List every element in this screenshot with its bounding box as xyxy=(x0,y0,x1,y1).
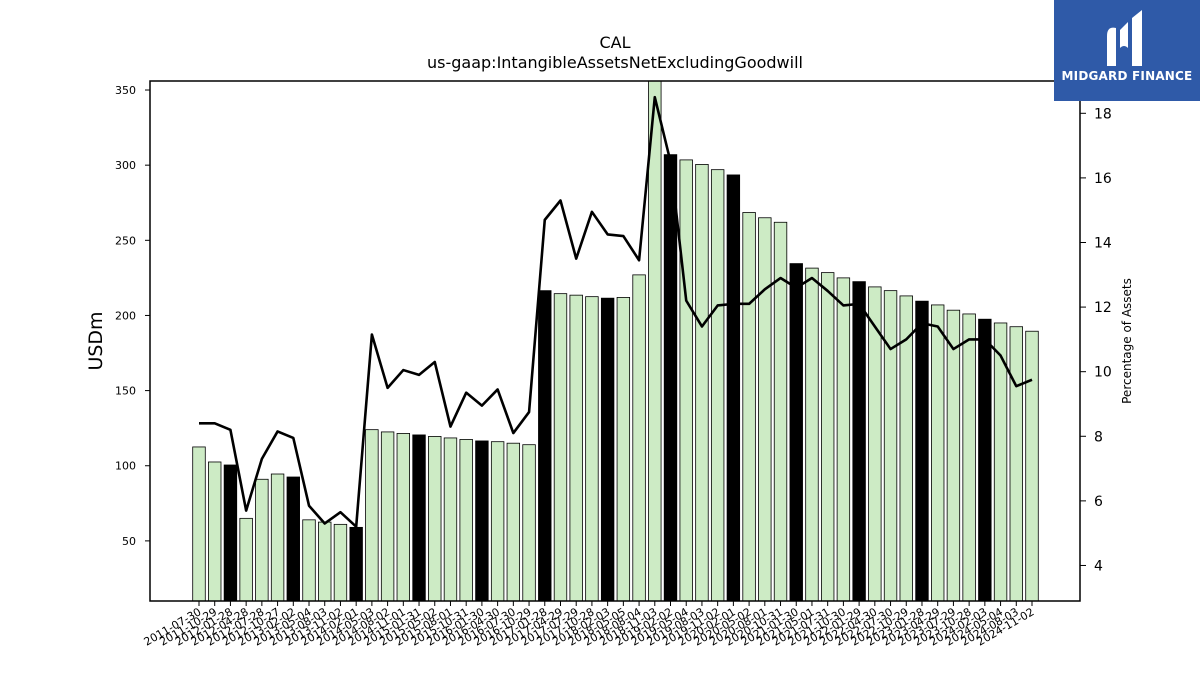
midgard-m-logo-icon xyxy=(1107,10,1142,66)
bar-2018-05-05 xyxy=(616,297,631,602)
bar-2015-08-01 xyxy=(443,437,458,602)
bar-2024-11-02 xyxy=(1025,330,1039,602)
bar-2019-02-02 xyxy=(663,154,678,602)
bar-2015-01-31 xyxy=(412,434,426,602)
bar-2023-07-29 xyxy=(946,309,961,602)
y-axis-label: USDm xyxy=(85,311,107,370)
bar-2012-07-28 xyxy=(255,478,269,602)
bar-2020-08-01 xyxy=(758,217,772,602)
bar-2021-07-31 xyxy=(820,272,835,602)
bar-2016-07-30 xyxy=(506,442,521,602)
y-tick-label: 250 xyxy=(115,234,136,247)
chart-subtitle: us-gaap:IntangibleAssetsNetExcludingGood… xyxy=(427,53,803,72)
bar-2016-01-30 xyxy=(475,440,489,602)
percentage-line-series xyxy=(199,95,1033,529)
bar-2017-10-28 xyxy=(585,296,599,602)
bar-2011-07-30 xyxy=(192,446,206,602)
brand-logo: MIDGARD FINANCE xyxy=(1054,0,1200,101)
bar-2024-08-03 xyxy=(1009,326,1023,602)
y2-tick-label: 6 xyxy=(1094,494,1103,510)
bar-2014-08-02 xyxy=(380,431,395,602)
bar-2017-07-29 xyxy=(569,294,583,602)
bar-2014-11-01 xyxy=(396,433,410,602)
bar-2024-02-03 xyxy=(978,318,992,602)
y2-tick-label: 16 xyxy=(1094,171,1112,187)
y-tick-label: 300 xyxy=(115,159,136,172)
bar-2018-11-03 xyxy=(648,80,662,602)
bar-2016-10-29 xyxy=(522,444,536,602)
bar-2016-04-30 xyxy=(490,441,505,602)
bar-2013-02-02 xyxy=(286,476,300,602)
chart-title: CAL xyxy=(599,33,630,52)
x-axis: 2011-07-302011-10-292012-01-282012-04-28… xyxy=(142,601,1037,649)
bar-2023-04-29 xyxy=(931,304,945,602)
bar-2014-05-03 xyxy=(365,429,379,602)
bar-2017-01-28 xyxy=(538,290,552,602)
bar-series xyxy=(192,80,1039,602)
y-tick-label: 150 xyxy=(115,385,136,398)
bar-2023-10-28 xyxy=(962,313,976,602)
bar-2013-08-03 xyxy=(318,521,332,602)
y-tick-label: 200 xyxy=(115,309,136,322)
bar-2014-02-01 xyxy=(349,526,363,602)
bar-2011-10-29 xyxy=(208,461,222,602)
y2-tick-label: 18 xyxy=(1094,106,1112,122)
y2-tick-label: 8 xyxy=(1094,429,1103,445)
bar-2019-08-03 xyxy=(695,164,709,602)
bar-2023-01-28 xyxy=(915,300,929,602)
y2-axis-label: Percentage of Assets xyxy=(1120,278,1134,404)
bar-2012-01-28 xyxy=(223,464,238,602)
y-axis-right: 4 6 8 10 12 14 16 18 xyxy=(1080,106,1112,574)
percentage-line xyxy=(199,95,1033,529)
bar-2019-11-02 xyxy=(710,169,725,602)
y-tick-label: 50 xyxy=(122,535,136,548)
y2-tick-label: 12 xyxy=(1094,300,1112,316)
bar-2021-05-01 xyxy=(805,267,819,602)
bar-2012-10-27 xyxy=(270,473,285,602)
bar-2019-05-04 xyxy=(679,159,693,602)
bar-2018-08-04 xyxy=(632,274,646,602)
bar-2017-04-29 xyxy=(553,293,568,602)
y2-tick-label: 10 xyxy=(1094,365,1112,381)
plot-frame xyxy=(149,80,1081,602)
bar-2013-11-02 xyxy=(333,523,348,602)
bar-2018-02-03 xyxy=(600,297,615,602)
bar-2021-01-30 xyxy=(789,263,803,602)
bar-2022-01-29 xyxy=(852,281,866,602)
y2-tick-label: 14 xyxy=(1094,235,1112,251)
bar-2022-07-30 xyxy=(883,290,898,602)
bar-2021-10-30 xyxy=(836,277,851,602)
y-tick-label: 100 xyxy=(115,460,136,473)
bar-2020-02-01 xyxy=(726,174,741,602)
bar-2012-04-28 xyxy=(239,517,253,602)
bar-2020-05-02 xyxy=(742,212,756,602)
y-axis-left: 50 100 150 200 250 300 350 xyxy=(115,84,150,548)
bar-2013-05-04 xyxy=(302,519,316,602)
y2-tick-label: 4 xyxy=(1094,558,1103,574)
bar-2015-05-02 xyxy=(428,436,442,602)
y-tick-label: 350 xyxy=(115,84,136,97)
bar-2015-10-31 xyxy=(459,439,473,602)
brand-name: MIDGARD FINANCE xyxy=(1061,69,1193,83)
